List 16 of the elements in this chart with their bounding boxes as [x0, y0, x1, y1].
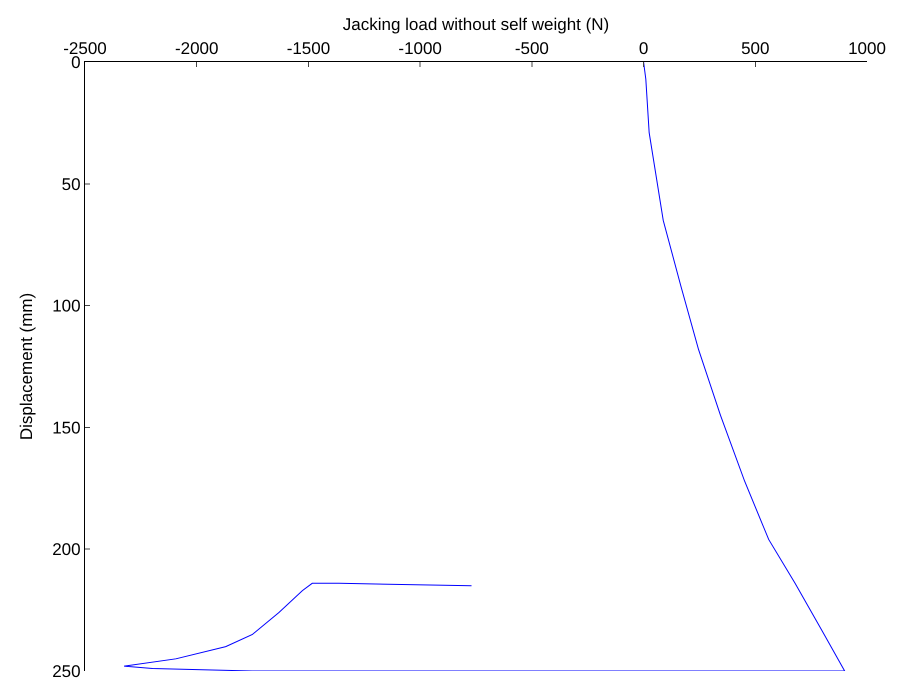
y-tick-label: 200	[52, 540, 81, 560]
x-axis-title: Jacking load without self weight (N)	[342, 14, 610, 34]
y-tick-label: 100	[52, 296, 81, 316]
y-tick-label: 50	[62, 174, 81, 194]
x-tick-label: -1500	[286, 39, 330, 58]
x-tick-label: 0	[638, 39, 648, 58]
y-axis-title: Displacement (mm)	[16, 292, 36, 440]
x-tick-label: 1000	[848, 39, 886, 58]
x-tick-label: -500	[514, 39, 549, 58]
line-series	[124, 62, 846, 671]
x-tick-label: -1000	[398, 39, 442, 58]
x-tick-label: 500	[741, 39, 770, 58]
y-tick-label: 250	[52, 662, 81, 681]
x-tick-label: -2000	[174, 39, 218, 58]
y-tick-label: 150	[52, 418, 81, 438]
y-tick-label: 0	[71, 52, 81, 72]
